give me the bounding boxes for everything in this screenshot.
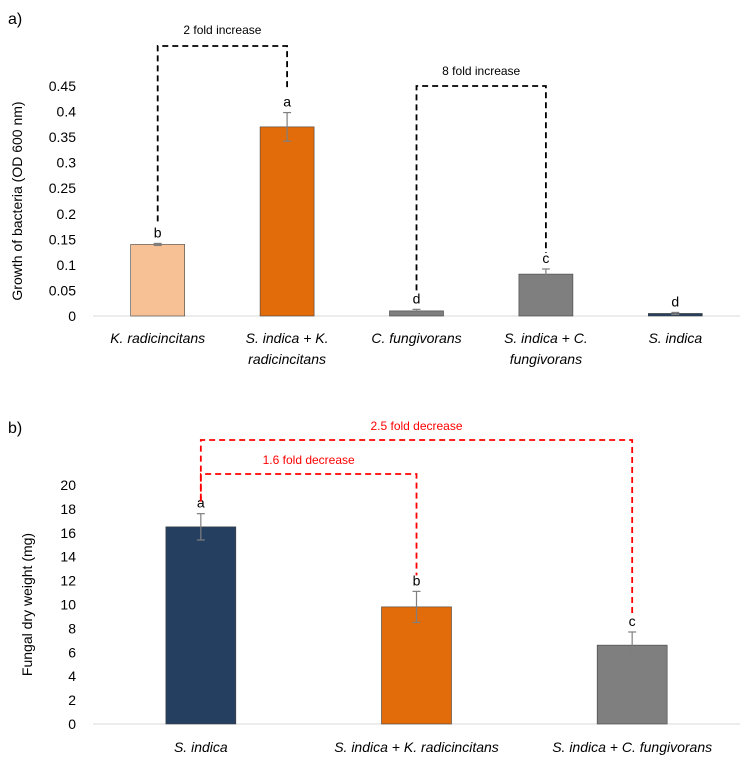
panel-label: b) — [8, 420, 22, 437]
chart-panel-2: b) 0 2 4 6 8 10 12 14 16 18 20 Fungal dry weight (mg… — [8, 419, 740, 755]
significance-letter: d — [671, 293, 679, 309]
x-category-label: S. indica + K. radicincitans — [334, 739, 499, 755]
y-tick-label: 0 — [68, 308, 76, 324]
y-tick-label: 2 — [68, 692, 76, 708]
y-tick-label: 0.2 — [57, 206, 77, 222]
y-tick-label: 6 — [68, 644, 76, 660]
y-tick-label: 0.25 — [49, 180, 76, 196]
y-tick-label: 10 — [60, 597, 76, 613]
bar — [381, 606, 452, 725]
y-axis-title: Growth of bacteria (OD 600 nm) — [9, 101, 25, 300]
significance-letter: c — [629, 613, 636, 629]
y-tick-label: 0.45 — [49, 78, 76, 94]
x-category-label: S. indica + K. — [246, 330, 329, 346]
x-category-label: S. indica — [648, 330, 702, 346]
fold-change-label: 8 fold increase — [442, 64, 520, 78]
y-tick-label: 18 — [60, 501, 76, 517]
fold-change-label: 1.6 fold decrease — [263, 453, 355, 467]
y-tick-label: 12 — [60, 573, 76, 589]
significance-letter: a — [197, 495, 205, 511]
y-tick-label: 0.05 — [49, 282, 76, 298]
y-tick-label: 20 — [60, 477, 76, 493]
y-tick-label: 0.4 — [57, 104, 77, 120]
bar — [518, 273, 574, 317]
bar — [259, 126, 315, 317]
bar — [130, 244, 185, 317]
y-tick-label: 0.3 — [57, 155, 77, 171]
significance-letter: a — [283, 94, 291, 110]
fold-change-bracket — [156, 45, 289, 222]
fold-change-label: 2 fold increase — [183, 23, 261, 37]
significance-letter: d — [413, 290, 421, 306]
significance-letter: b — [413, 572, 421, 588]
y-tick-label: 16 — [60, 525, 76, 541]
y-tick-label: 0.35 — [49, 129, 76, 145]
x-category-label: K. radicincitans — [110, 330, 205, 346]
chart-panel-1: a) 0 0.05 0.1 0.15 0.2 0.25 0.3 0.35 0.4 0.45 Growt… — [8, 11, 740, 367]
x-category-label: radicincitans — [248, 351, 326, 367]
y-tick-label: 0.15 — [49, 231, 76, 247]
x-category-label: fungivorans — [510, 351, 582, 367]
y-tick-label: 14 — [60, 549, 76, 565]
fold-change-bracket — [199, 439, 634, 616]
panel-label: a) — [8, 11, 22, 28]
bar — [165, 526, 237, 725]
fold-change-label: 2.5 fold decrease — [370, 419, 462, 433]
x-category-label: S. indica + C. — [504, 330, 588, 346]
y-axis-title: Fungal dry weight (mg) — [19, 533, 35, 676]
y-tick-label: 0.1 — [57, 257, 77, 273]
significance-letter: b — [154, 224, 162, 240]
y-tick-label: 0 — [68, 716, 76, 732]
significance-letter: c — [542, 250, 549, 266]
fold-change-bracket — [415, 85, 547, 291]
y-tick-label: 4 — [68, 668, 76, 684]
y-tick-label: 8 — [68, 620, 76, 636]
x-category-label: C. fungivorans — [371, 330, 461, 346]
x-category-label: S. indica — [174, 739, 228, 755]
x-category-label: S. indica + C. fungivorans — [552, 739, 712, 755]
